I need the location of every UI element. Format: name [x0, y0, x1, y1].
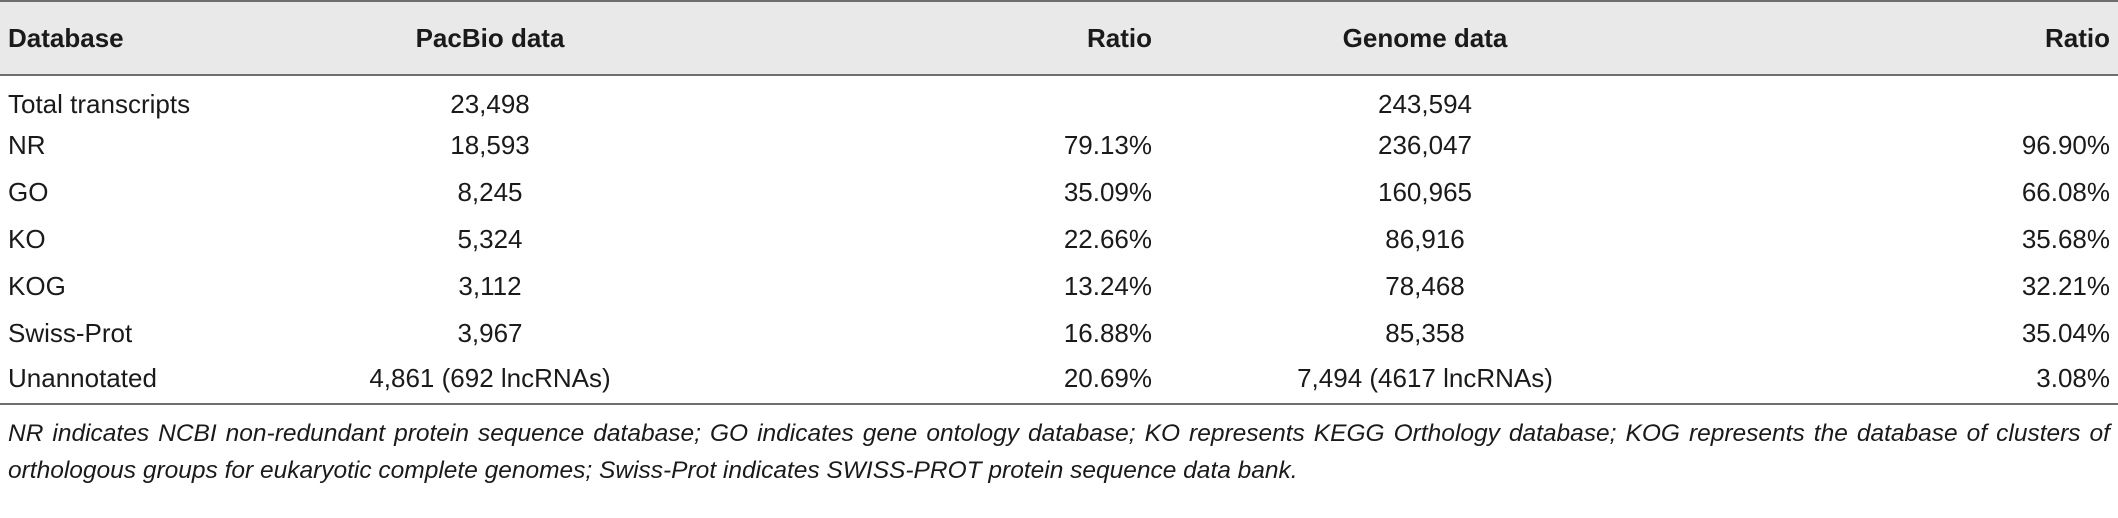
cell-pacbio-ratio: 16.88%: [1063, 318, 1152, 348]
cell-pacbio-data: 3,112: [458, 271, 522, 301]
table-row: KO 5,324 22.66% 86,916 35.68%: [0, 216, 2118, 263]
cell-database: NR: [8, 130, 46, 160]
cell-database: KOG: [8, 271, 66, 301]
cell-genome-data: 85,358: [1385, 318, 1465, 348]
cell-pacbio-data: 3,967: [457, 318, 523, 348]
cell-pacbio-data: 18,593: [450, 130, 530, 160]
cell-genome-data: 7,494 (4617 lncRNAs): [1160, 357, 1690, 405]
table-row: GO 8,245 35.09% 160,965 66.08%: [0, 169, 2118, 216]
cell-genome-ratio: 96.90%: [2021, 130, 2110, 160]
cell-genome-data: 86,916: [1385, 224, 1465, 254]
table-row: KOG 3,112 13.24% 78,468 32.21%: [0, 263, 2118, 310]
cell-pacbio-data: 8,245: [457, 177, 523, 207]
header-genome-ratio: Ratio: [1690, 0, 2118, 76]
table-row: Unannotated 4,861 (692 lncRNAs) 20.69% 7…: [0, 357, 2118, 405]
cell-genome-ratio: 32.21%: [2021, 271, 2110, 301]
cell-pacbio-ratio: 35.09%: [1063, 177, 1152, 207]
cell-genome-ratio: [1690, 75, 2118, 122]
cell-genome-ratio: 3.08%: [1690, 357, 2118, 405]
cell-database: KO: [8, 224, 46, 254]
header-row: Database PacBio data Ratio Genome data R…: [0, 0, 2118, 76]
cell-genome-data: 160,965: [1378, 177, 1472, 207]
header-pacbio-ratio: Ratio: [680, 0, 1160, 76]
annotation-table: Database PacBio data Ratio Genome data R…: [0, 0, 2118, 405]
header-database: Database: [0, 0, 300, 76]
table-row: NR 18,593 79.13% 236,047 96.90%: [0, 122, 2118, 169]
cell-pacbio-ratio: 13.24%: [1063, 271, 1152, 301]
cell-genome-data: 243,594: [1378, 88, 1472, 119]
cell-database: Swiss-Prot: [8, 318, 133, 348]
cell-database: GO: [8, 177, 49, 207]
cell-pacbio-data: 4,861 (692 lncRNAs): [300, 357, 680, 405]
cell-genome-data: 78,468: [1385, 271, 1465, 301]
table-footnote: NR indicates NCBI non-redundant protein …: [8, 420, 2110, 484]
cell-database: Total transcripts: [8, 88, 191, 119]
cell-pacbio-ratio: 79.13%: [1063, 130, 1152, 160]
cell-pacbio-ratio: 22.66%: [1063, 224, 1152, 254]
header-pacbio-data: PacBio data: [300, 0, 680, 76]
header-genome-data: Genome data: [1160, 0, 1690, 76]
cell-pacbio-data: 5,324: [457, 224, 523, 254]
cell-pacbio-ratio: 20.69%: [680, 357, 1160, 405]
cell-pacbio-data: 23,498: [450, 88, 530, 119]
table-row: Total transcripts 23,498 243,594: [0, 75, 2118, 122]
cell-genome-ratio: 35.68%: [2021, 224, 2110, 254]
cell-pacbio-ratio: [680, 75, 1160, 122]
table-container: Database PacBio data Ratio Genome data R…: [0, 0, 2118, 484]
table-row: Swiss-Prot 3,967 16.88% 85,358 35.04%: [0, 310, 2118, 357]
cell-database: Unannotated: [0, 357, 300, 405]
cell-genome-ratio: 35.04%: [2021, 318, 2110, 348]
cell-genome-data: 236,047: [1378, 130, 1472, 160]
cell-genome-ratio: 66.08%: [2021, 177, 2110, 207]
